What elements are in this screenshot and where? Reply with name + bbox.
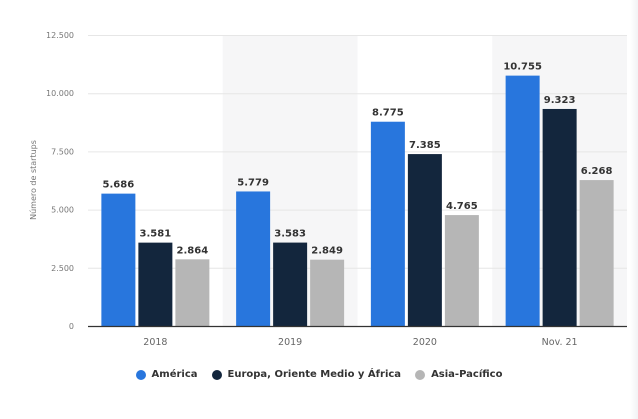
legend: América Europa, Oriente Medio y África A…	[0, 369, 638, 380]
legend-label: Europa, Oriente Medio y África	[227, 369, 402, 380]
bar[interactable]	[370, 121, 405, 326]
legend-item-emea[interactable]: Europa, Oriente Medio y África	[211, 369, 402, 380]
bar[interactable]	[175, 259, 210, 326]
legend-marker-icon	[415, 369, 426, 380]
x-tick-label: 2018	[143, 337, 167, 348]
bar[interactable]	[310, 259, 345, 326]
y-axis-label: Número de startups	[29, 140, 38, 220]
bar[interactable]	[101, 193, 136, 326]
data-label: 6.268	[581, 166, 613, 177]
bar[interactable]	[407, 154, 442, 326]
page-edge-shadow	[630, 0, 638, 419]
bar[interactable]	[273, 242, 308, 326]
data-label: 8.775	[372, 108, 404, 119]
data-label: 2.864	[177, 245, 209, 256]
y-tick-label: 5.000	[51, 206, 74, 215]
legend-label: Asia-Pacífico	[431, 369, 503, 380]
data-label: 4.765	[446, 201, 478, 212]
y-tick-label: 7.500	[51, 147, 74, 156]
bar[interactable]	[444, 215, 479, 326]
bar-chart: 0 2.500 5.000 7.500 10.000 12.500 Número de s…	[29, 31, 627, 348]
legend-marker-icon	[211, 369, 222, 380]
y-tick-label: 12.500	[46, 31, 74, 40]
data-label: 2.849	[311, 246, 343, 257]
x-tick-label: 2020	[413, 337, 437, 348]
data-label: 10.755	[503, 62, 542, 73]
y-tick-label: 0	[69, 322, 74, 331]
bar[interactable]	[579, 180, 614, 326]
data-label: 3.581	[140, 229, 172, 240]
data-label: 3.583	[274, 229, 306, 240]
bar[interactable]	[542, 108, 577, 326]
bar[interactable]	[236, 191, 271, 326]
x-tick-label: 2019	[278, 337, 302, 348]
data-label: 7.385	[409, 140, 441, 151]
legend-item-apac[interactable]: Asia-Pacífico	[415, 369, 502, 380]
bar[interactable]	[138, 242, 173, 326]
x-tick-label: Nov. 21	[542, 337, 578, 348]
data-label: 5.779	[237, 177, 269, 188]
bar[interactable]	[505, 75, 540, 326]
data-label: 9.323	[544, 95, 576, 106]
legend-label: América	[151, 369, 198, 380]
y-tick-label: 10.000	[46, 89, 74, 98]
legend-item-america[interactable]: América	[135, 369, 198, 380]
y-tick-label: 2.500	[51, 264, 74, 273]
data-label: 5.686	[103, 180, 135, 191]
legend-marker-icon	[135, 369, 146, 380]
